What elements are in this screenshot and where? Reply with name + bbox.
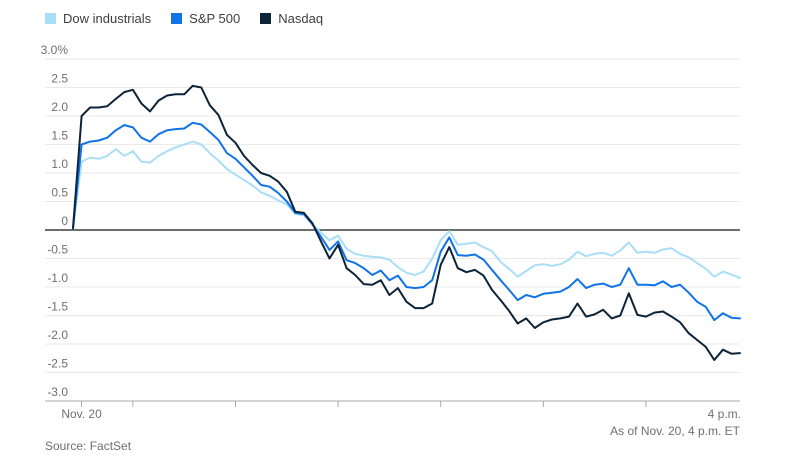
chart-legend: Dow industrials S&P 500 Nasdaq bbox=[45, 11, 323, 26]
y-tick-label: 1.0 bbox=[51, 157, 68, 171]
y-tick-label: -2.5 bbox=[47, 357, 68, 371]
legend-label-dow-industrials: Dow industrials bbox=[63, 11, 152, 26]
y-tick-label: -0.5 bbox=[47, 243, 68, 257]
y-tick-label: 0 bbox=[61, 214, 68, 228]
source-note: Source: FactSet bbox=[45, 439, 132, 453]
legend-item-dow-industrials: Dow industrials bbox=[45, 11, 151, 26]
y-tick-label: 0.5 bbox=[51, 186, 68, 200]
legend-label-sp-500: S&P 500 bbox=[189, 11, 241, 26]
legend-label-nasdaq: Nasdaq bbox=[278, 11, 324, 26]
legend-item-nasdaq: Nasdaq bbox=[260, 11, 323, 26]
y-tick-label: -3.0 bbox=[47, 385, 68, 399]
y-tick-label: -1.5 bbox=[47, 300, 68, 314]
x-tick-label-start: Nov. 20 bbox=[61, 407, 102, 421]
line-dow-industrials bbox=[72, 140, 741, 279]
x-tick-label-end: 4 p.m. bbox=[708, 407, 741, 421]
y-tick-label: -1.0 bbox=[47, 271, 68, 285]
as-of-note: As of Nov. 20, 4 p.m. ET bbox=[610, 424, 740, 438]
line-s-p-500 bbox=[72, 121, 741, 322]
legend-item-sp-500: S&P 500 bbox=[171, 11, 240, 26]
y-tick-label: -2.0 bbox=[47, 328, 68, 342]
dow-industrials-swatch-icon bbox=[45, 13, 56, 24]
y-tick-label: 2.5 bbox=[51, 72, 68, 86]
y-tick-label: 1.5 bbox=[51, 129, 68, 143]
line-nasdaq bbox=[72, 84, 741, 361]
y-tick-label: 2.0 bbox=[51, 100, 68, 114]
y-tick-label: 3.0% bbox=[41, 43, 69, 57]
nasdaq-swatch-icon bbox=[260, 13, 272, 24]
sp-500-swatch-icon bbox=[171, 13, 183, 24]
